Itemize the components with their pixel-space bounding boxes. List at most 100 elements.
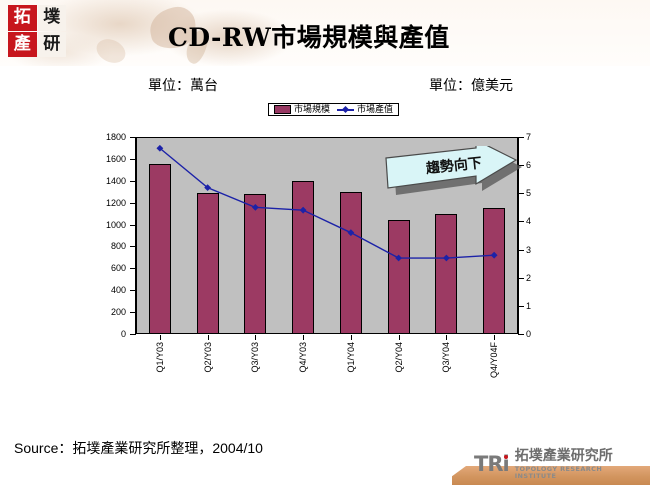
x-axis-tick-mark [446, 335, 448, 340]
bar-Q1/Y04 [339, 192, 362, 334]
y-axis-right-tick-mark [518, 305, 524, 307]
y-axis-left-tick-label: 1800 [105, 132, 126, 142]
seal-char-3: 產 [8, 31, 37, 57]
bar-Q1/Y03 [148, 163, 171, 334]
y-axis-right-tick-mark [518, 277, 524, 279]
trend-callout-arrow: 趨勢向下 [382, 146, 522, 198]
y-axis-left-tick-label: 1400 [105, 175, 126, 186]
y-axis-left-tick-mark [130, 312, 136, 314]
line-marker-Q3/Y04 [442, 254, 450, 262]
y-axis-left-tick-label: 1000 [105, 219, 126, 230]
y-axis-right-tick-label: 4 [526, 216, 532, 227]
y-axis-right-tick-label: 1 [526, 300, 532, 311]
y-axis-left-tick-mark [130, 180, 136, 182]
y-axis-left-tick-mark [130, 158, 136, 160]
x-axis-tick-mark [255, 335, 257, 340]
header-decorative-band [0, 0, 650, 68]
y-axis-right-tick-label: 3 [526, 244, 532, 255]
y-axis-right-tick-label: 7 [526, 132, 532, 142]
legend-item-line: 市場產值 [337, 105, 393, 114]
bar-Q2/Y03 [196, 192, 219, 334]
x-axis-tick-mark [494, 335, 496, 340]
tri-brand-en: TOPOLOGY RESEARCH INSTITUTE [514, 465, 603, 480]
bar-Q2/Y04 [387, 220, 410, 334]
y-axis-right-tick-label: 6 [526, 160, 532, 171]
footer-bar-mask [0, 466, 452, 485]
unit-label-right: 單位：億美元 [429, 77, 513, 93]
x-axis-tick-mark [159, 335, 161, 340]
x-axis-tick-label-Q4/Y03: Q4/Y03 [298, 342, 309, 373]
y-axis-left-tick-mark [130, 268, 136, 270]
line-marker-Q4/Y03 [299, 206, 307, 214]
legend-item-bar: 市場規模 [274, 105, 330, 114]
company-seal-logo: 拓 墣 產 研 [8, 5, 66, 57]
y-axis-left-tick-mark [130, 246, 136, 248]
legend-line-marker-icon [337, 105, 355, 114]
y-axis-left-tick-mark [130, 224, 136, 226]
bar-Q3/Y03 [244, 193, 267, 334]
line-marker-Q1/Y03 [156, 144, 164, 152]
y-axis-right-tick-mark [518, 137, 524, 138]
tri-brand-cn: 拓墣產業研究所 [514, 448, 613, 464]
seal-char-1: 拓 [8, 5, 37, 31]
line-marker-Q4/Y04F [490, 251, 498, 259]
line-marker-Q3/Y03 [251, 203, 259, 211]
y-axis-right-tick-label: 0 [526, 329, 532, 339]
map-watermark-shape [92, 34, 130, 68]
line-marker-Q1/Y04 [347, 229, 355, 237]
y-axis-right-tick-mark [518, 334, 524, 335]
tri-wordmark: TRi [474, 451, 510, 476]
y-axis-left-tick-label: 400 [110, 285, 126, 296]
x-axis-tick-mark [350, 335, 352, 340]
y-axis-right-tick-mark [518, 165, 524, 167]
page-title: CD-RW市場規模與產值 [168, 23, 450, 52]
bar-Q3/Y04 [435, 214, 458, 334]
legend-bar-swatch-icon [274, 105, 291, 114]
y-axis-left-tick-label: 1200 [105, 197, 126, 208]
unit-label-left: 單位：萬台 [148, 77, 218, 93]
y-axis-right-spine [518, 137, 519, 335]
x-axis-tick-mark [303, 335, 305, 340]
line-marker-Q2/Y04 [395, 254, 403, 262]
seal-char-4: 研 [37, 31, 66, 57]
source-note: Source：拓墣產業研究所整理，2004/10 [14, 440, 263, 456]
line-series-layer [156, 144, 498, 262]
x-axis-tick-label-Q1/Y04: Q1/Y04 [345, 342, 356, 373]
y-axis-left-spine [135, 137, 136, 335]
tri-dot-icon [503, 454, 508, 459]
x-axis-tick-label-Q2/Y04: Q2/Y04 [393, 342, 404, 373]
y-axis-left-tick-label: 0 [120, 329, 126, 339]
y-axis-right-tick-label: 2 [526, 272, 532, 283]
y-axis-right-tick-mark [518, 249, 524, 251]
x-axis-tick-mark [398, 335, 400, 340]
line-path [159, 147, 495, 259]
y-axis-left-tick-mark [130, 334, 136, 335]
x-axis-tick-label-Q4/Y04F: Q4/Y04F [489, 342, 500, 379]
line-marker-Q2/Y03 [204, 184, 212, 192]
bar-Q4/Y03 [292, 180, 315, 334]
x-axis-tick-label-Q2/Y03: Q2/Y03 [202, 342, 213, 373]
bar-Q4/Y04F [483, 208, 506, 334]
x-axis-tick-label-Q1/Y03: Q1/Y03 [154, 342, 165, 373]
y-axis-right-tick-label: 5 [526, 188, 532, 199]
x-axis-tick-mark [207, 335, 209, 340]
y-axis-left-tick-mark [130, 202, 136, 204]
y-axis-left-tick-mark [130, 290, 136, 292]
legend-label-line: 市場產值 [357, 104, 394, 114]
legend-label-bar: 市場規模 [294, 104, 331, 114]
tri-brand-block: 拓墣產業研究所 TOPOLOGY RESEARCH INSTITUTE [515, 449, 644, 479]
y-axis-left-tick-label: 800 [110, 241, 126, 252]
tri-wordmark-text: TRi [474, 451, 510, 476]
y-axis-left-tick-label: 600 [110, 263, 126, 274]
chart-legend: 市場規模 市場產值 [268, 103, 400, 116]
tri-footer-logo: TRi 拓墣產業研究所 TOPOLOGY RESEARCH INSTITUTE [474, 449, 644, 479]
x-axis-tick-label-Q3/Y03: Q3/Y03 [250, 342, 261, 373]
x-axis-tick-label-Q3/Y04: Q3/Y04 [441, 342, 452, 373]
arrow-shape-icon [385, 146, 522, 195]
seal-char-2: 墣 [37, 5, 66, 31]
y-axis-left-tick-label: 1600 [105, 153, 126, 164]
y-axis-left-tick-label: 200 [110, 307, 126, 318]
y-axis-right-tick-mark [518, 193, 524, 195]
y-axis-right-tick-mark [518, 221, 524, 223]
y-axis-left-tick-mark [130, 137, 136, 138]
